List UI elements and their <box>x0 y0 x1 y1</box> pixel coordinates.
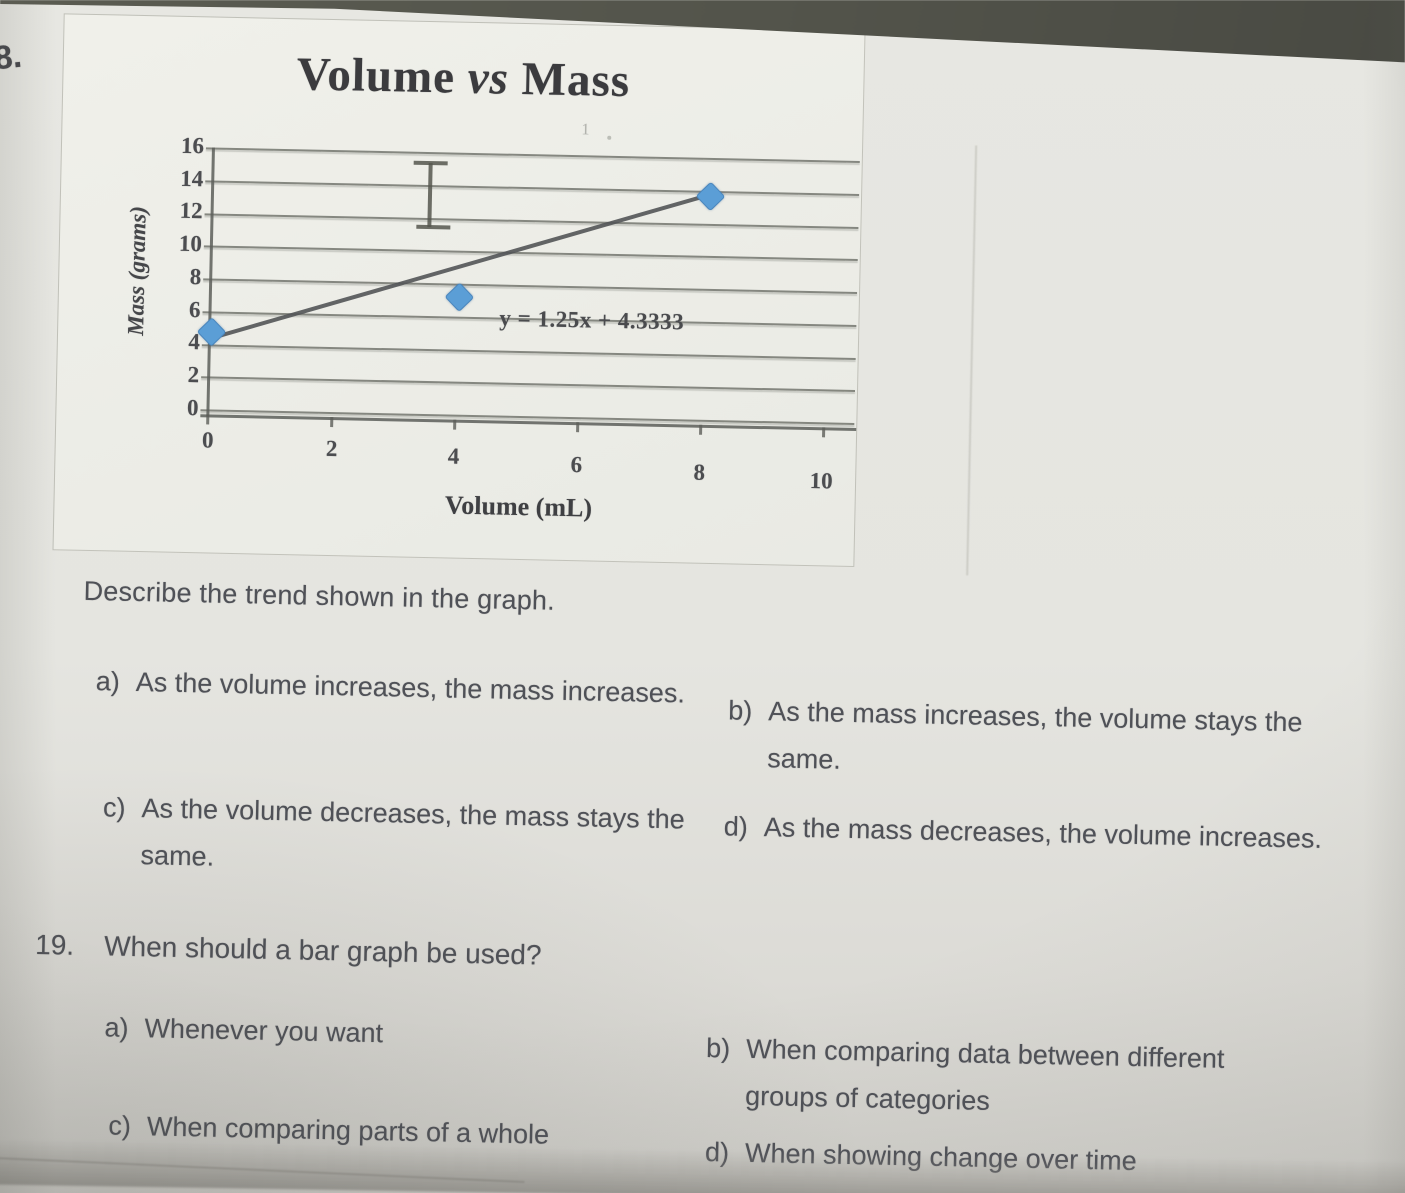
data-point-diamond <box>444 282 475 313</box>
y-tick-label: 12 <box>179 197 203 224</box>
y-axis-title: Mass (grams) <box>123 205 151 337</box>
gridline <box>203 278 858 295</box>
q19-header: 19. When should a bar graph be used? <box>35 929 542 972</box>
q18-option-b: b) As the mass increases, the volume sta… <box>727 687 1303 793</box>
option-label: b) <box>705 1033 731 1064</box>
option-text: Whenever you want <box>144 1013 384 1049</box>
x-tick-mark <box>822 427 825 438</box>
option-label: a) <box>104 1012 129 1043</box>
gridline <box>205 180 860 197</box>
cursor-bottom-bar <box>416 224 451 229</box>
q19-number: 19. <box>34 928 75 961</box>
smudge-mark: 1 <box>581 121 590 139</box>
smudge-dot <box>607 135 612 140</box>
gridline <box>201 376 856 392</box>
x-tick-label: 10 <box>809 468 833 494</box>
y-tick-label: 8 <box>189 264 202 290</box>
volume-mass-chart: Volume vs Mass 1 16 14 12 <box>52 13 866 568</box>
y-tick-label: 2 <box>187 362 200 388</box>
data-point-diamond <box>196 317 227 347</box>
x-tick-mark <box>330 417 333 428</box>
option-label: b) <box>727 695 753 726</box>
option-label: a) <box>95 666 121 697</box>
paper-crease-line <box>966 145 978 576</box>
x-tick-mark <box>453 419 456 430</box>
gridline <box>201 344 856 360</box>
y-tick-label: 0 <box>186 395 199 421</box>
chart-title-word: Mass <box>521 52 631 108</box>
data-point-diamond <box>695 181 726 212</box>
gridline <box>205 147 860 164</box>
x-tick-label: 0 <box>201 427 214 453</box>
option-label: c) <box>102 792 126 823</box>
x-tick-label: 6 <box>570 452 583 478</box>
gridline <box>204 213 859 230</box>
trendline-equation: y = 1.25x + 4.3333 <box>499 305 685 335</box>
q18-option-a: a) As the volume increases, the mass inc… <box>95 658 685 717</box>
q19-prompt: When should a bar graph be used? <box>103 930 542 971</box>
option-text: As the volume increases, the mass increa… <box>135 666 686 709</box>
q18-option-d: d) As the mass decreases, the volume inc… <box>723 803 1323 863</box>
x-axis-title: Volume (mL) <box>444 490 593 523</box>
q19-option-b: b) When comparing data between different… <box>705 1025 1225 1130</box>
q19-option-a: a) Whenever you want <box>104 1004 384 1057</box>
x-tick-label: 8 <box>693 459 706 485</box>
option-text: As the mass increases, the volume stays … <box>766 696 1303 775</box>
q18-option-c: c) As the volume decreases, the mass sta… <box>102 784 686 890</box>
chart-title: Volume vs Mass <box>63 42 864 113</box>
x-tick-mark <box>206 414 209 425</box>
y-tick-label: 6 <box>188 297 201 323</box>
x-tick-mark <box>576 422 579 433</box>
option-text: As the mass decreases, the volume increa… <box>763 812 1323 854</box>
x-tick-label: 2 <box>325 435 338 462</box>
chart-title-vs: vs <box>467 51 510 105</box>
q18-prompt: Describe the trend shown in the graph. <box>83 575 556 616</box>
y-tick-label: 4 <box>188 329 201 355</box>
option-text: When comparing data between different gr… <box>744 1033 1225 1116</box>
option-text: As the volume decreases, the mass stays … <box>140 793 686 872</box>
option-label: d) <box>723 811 749 842</box>
y-tick-label: 14 <box>180 165 204 192</box>
x-tick-mark <box>699 424 702 435</box>
x-tick-label: 4 <box>447 443 460 469</box>
chart-title-word: Volume <box>296 48 456 104</box>
y-tick-label: 10 <box>178 230 203 257</box>
y-tick-label: 16 <box>180 132 205 159</box>
